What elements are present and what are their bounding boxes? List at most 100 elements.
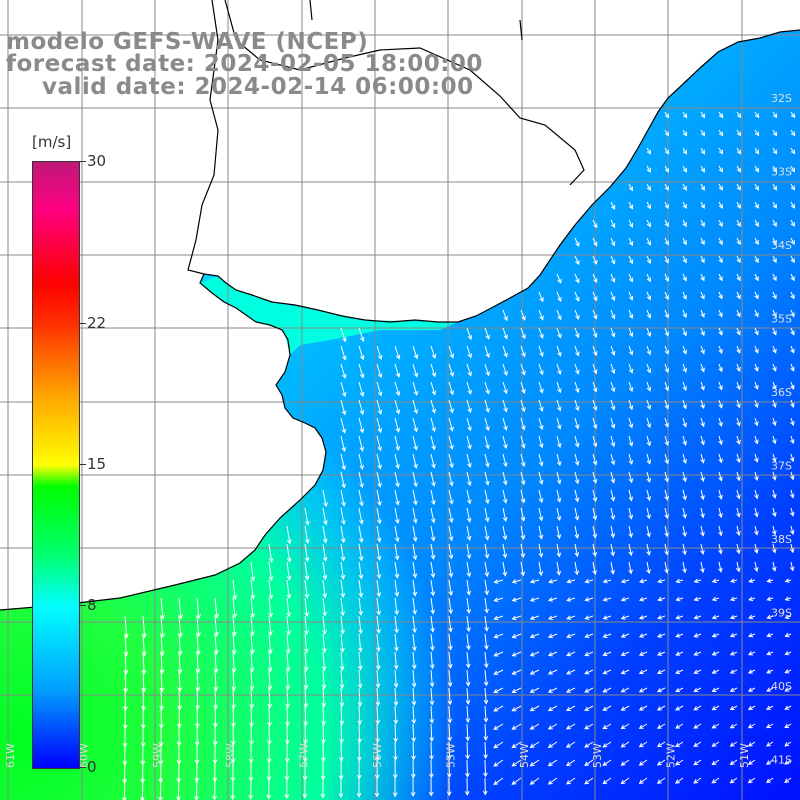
wind-arrow [754, 453, 758, 462]
wind-arrow [214, 705, 217, 727]
wind-arrow [484, 741, 487, 759]
wind-arrow-head [718, 403, 723, 409]
wind-arrow [646, 435, 651, 446]
wind-arrow [646, 309, 651, 318]
wind-arrow [322, 723, 325, 743]
wind-arrow-head [729, 742, 735, 747]
wind-arrow-head [574, 406, 580, 412]
wind-arrow-head [359, 428, 365, 434]
wind-arrow-head [593, 296, 598, 302]
wind-arrow-head [357, 683, 363, 689]
wind-arrow-head [682, 258, 687, 264]
wind-arrow-head [267, 722, 272, 727]
wind-arrow [772, 525, 776, 535]
wind-arrow [639, 723, 648, 729]
latitude-label: 37S [771, 460, 792, 473]
wind-arrow-head [249, 722, 254, 728]
wind-arrow-head [547, 780, 553, 785]
wind-arrow-head [538, 552, 544, 558]
wind-arrow [784, 759, 792, 765]
wind-arrow [675, 687, 684, 692]
wind-arrow [556, 381, 561, 393]
wind-arrow-head [520, 498, 526, 504]
wind-arrow-head [646, 386, 652, 392]
wind-arrow-head [358, 592, 364, 598]
wind-arrow-head [656, 724, 662, 729]
wind-arrow-head [377, 409, 383, 415]
wind-arrow [592, 507, 597, 520]
model-title: modelo GEFS-WAVE (NCEP) [6, 29, 369, 55]
wind-arrow-head [511, 652, 517, 657]
wind-arrow [682, 201, 687, 209]
wind-arrow-head [446, 791, 452, 797]
wind-arrow-head [466, 517, 472, 523]
wind-arrow-head [430, 646, 435, 652]
wind-arrow [748, 723, 756, 729]
wind-arrow [512, 615, 522, 620]
wind-arrow-head [467, 371, 472, 377]
longitude-label: 52W [665, 743, 678, 768]
wind-arrow [603, 651, 612, 656]
wind-arrow-head [449, 445, 454, 451]
wind-arrow [682, 543, 686, 555]
wind-arrow [538, 399, 543, 412]
wind-arrow [394, 651, 398, 669]
wind-arrow [232, 615, 236, 636]
wind-arrow [304, 615, 308, 635]
wind-arrow [736, 255, 741, 263]
wind-arrow-head [620, 633, 626, 638]
wind-arrow [639, 687, 648, 693]
wind-arrow-head [771, 566, 777, 572]
wind-arrow-head [556, 424, 562, 430]
wind-arrow [736, 273, 741, 281]
wind-arrow [664, 201, 669, 209]
wind-arrow-head [646, 149, 651, 155]
wind-arrow-head [610, 423, 616, 429]
wind-arrow-head [392, 792, 398, 798]
wind-arrow-head [772, 439, 777, 445]
wind-arrow [394, 723, 397, 742]
wind-arrow-head [395, 427, 401, 433]
wind-arrow [772, 507, 776, 517]
wind-arrow-head [664, 386, 670, 392]
wind-arrow-head [646, 204, 651, 210]
wind-arrow [232, 705, 235, 727]
wind-arrow [754, 219, 759, 227]
wind-arrow [340, 633, 344, 652]
wind-arrow [718, 129, 723, 136]
wind-arrow [603, 597, 612, 601]
wind-arrow [412, 579, 416, 596]
wind-arrow-head [675, 633, 681, 638]
wind-arrow-head [485, 426, 490, 432]
wind-arrow [621, 687, 630, 693]
wind-arrow [286, 705, 289, 726]
wind-arrow [448, 651, 452, 668]
wind-arrow-head [467, 481, 472, 487]
wind-arrow [736, 561, 740, 572]
wind-arrow-head [520, 534, 526, 540]
wind-arrow [693, 759, 702, 766]
wind-arrow-head [790, 402, 795, 408]
wind-arrow-head [322, 556, 328, 562]
wind-arrow-head [511, 670, 517, 675]
wind-arrow-head [158, 796, 163, 800]
wind-arrow-head [646, 496, 652, 502]
wind-arrow [790, 525, 794, 535]
wind-arrow [412, 597, 416, 614]
wind-arrow-head [747, 687, 753, 692]
wind-arrow [340, 399, 346, 415]
wind-arrow [160, 597, 164, 619]
wind-arrow-head [556, 461, 562, 467]
wind-arrow-head [511, 780, 517, 785]
wind-arrow [358, 669, 361, 688]
wind-arrow-head [772, 294, 777, 300]
wind-arrow-head [249, 685, 255, 691]
colorbar-unit: [m/s] [32, 133, 72, 151]
wind-arrow [610, 291, 615, 301]
wind-arrow-head [320, 793, 326, 799]
wind-arrow-head [393, 701, 399, 707]
wind-arrow-head [628, 259, 634, 265]
border-line [309, 0, 313, 21]
wind-arrow [603, 687, 612, 693]
wind-arrow-head [754, 494, 759, 500]
